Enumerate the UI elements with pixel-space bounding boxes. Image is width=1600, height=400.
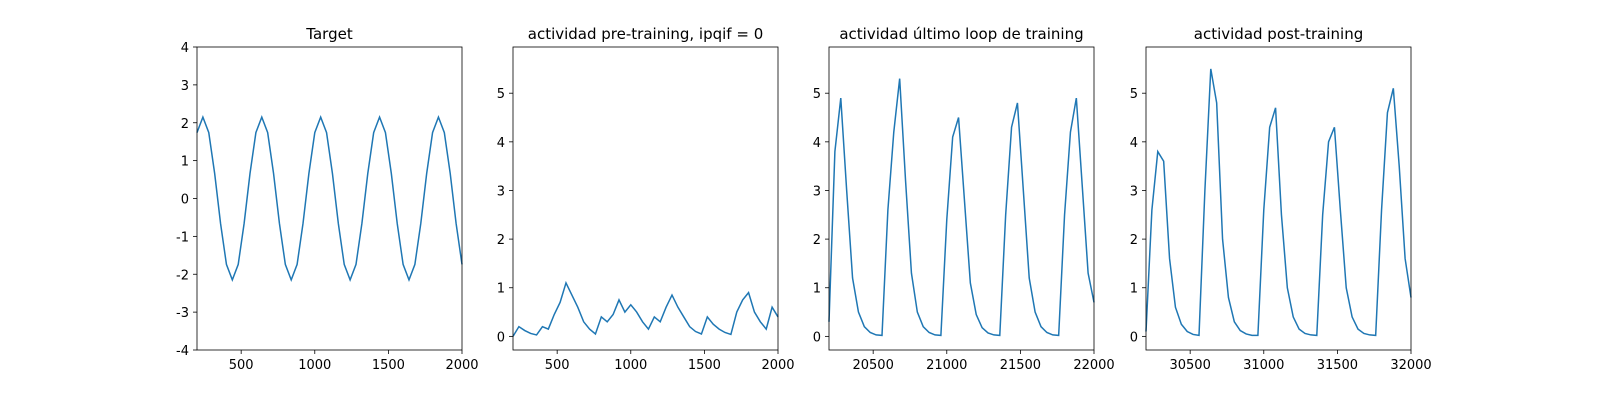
y-tick-label: 5 — [497, 87, 505, 102]
y-tick-label: -1 — [176, 230, 189, 245]
y-tick-label: 2 — [497, 233, 505, 248]
axes-frame — [828, 46, 1095, 351]
y-tick-label: -2 — [176, 268, 189, 283]
x-tick-label: 1500 — [688, 358, 721, 373]
x-tick-label: 31500 — [1317, 358, 1358, 373]
axes-frame — [196, 46, 463, 351]
x-tick-label: 32000 — [1390, 358, 1431, 373]
y-tick-label: 4 — [1130, 136, 1138, 151]
y-tick-label: 4 — [497, 136, 505, 151]
y-tick-label: 2 — [1130, 233, 1138, 248]
y-tick-label: 1 — [1130, 282, 1138, 297]
chart-title: actividad post-training — [1194, 25, 1363, 43]
chart-title: Target — [305, 25, 353, 43]
y-tick-label: 2 — [813, 233, 821, 248]
axes-frame — [1145, 46, 1412, 351]
x-tick-label: 31000 — [1243, 358, 1284, 373]
y-tick-label: 4 — [813, 136, 821, 151]
y-tick-label: 3 — [813, 184, 821, 199]
x-tick-label: 500 — [229, 358, 254, 373]
y-tick-label: 0 — [497, 330, 505, 345]
y-tick-label: 5 — [1130, 87, 1138, 102]
data-line — [512, 280, 779, 337]
x-tick-label: 2000 — [761, 358, 794, 373]
y-tick-label: 0 — [813, 330, 821, 345]
x-tick-label: 1500 — [372, 358, 405, 373]
chart-title: actividad último loop de training — [839, 25, 1083, 43]
chart-title: actividad pre-training, ipqif = 0 — [528, 25, 764, 43]
y-tick-label: 3 — [181, 79, 189, 94]
axes-frame — [512, 46, 779, 351]
y-tick-label: 0 — [181, 193, 189, 208]
y-tick-label: -4 — [176, 344, 189, 359]
y-tick-label: -3 — [176, 306, 189, 321]
x-tick-label: 21000 — [926, 358, 967, 373]
y-tick-label: 4 — [181, 41, 189, 56]
x-tick-label: 21500 — [1000, 358, 1041, 373]
y-tick-label: 1 — [181, 155, 189, 170]
x-tick-label: 20500 — [852, 358, 893, 373]
data-line — [828, 78, 1095, 337]
x-tick-label: 1000 — [298, 358, 331, 373]
y-tick-label: 3 — [1130, 184, 1138, 199]
y-tick-label: 1 — [813, 282, 821, 297]
data-line — [1145, 68, 1412, 337]
x-tick-label: 2000 — [445, 358, 478, 373]
x-tick-label: 30500 — [1169, 358, 1210, 373]
x-tick-label: 1000 — [614, 358, 647, 373]
y-tick-label: 2 — [181, 117, 189, 132]
data-line — [196, 114, 463, 283]
y-tick-label: 1 — [497, 282, 505, 297]
y-tick-label: 5 — [813, 87, 821, 102]
y-tick-label: 3 — [497, 184, 505, 199]
x-tick-label: 500 — [545, 358, 570, 373]
x-tick-label: 22000 — [1073, 358, 1114, 373]
y-tick-label: 0 — [1130, 330, 1138, 345]
